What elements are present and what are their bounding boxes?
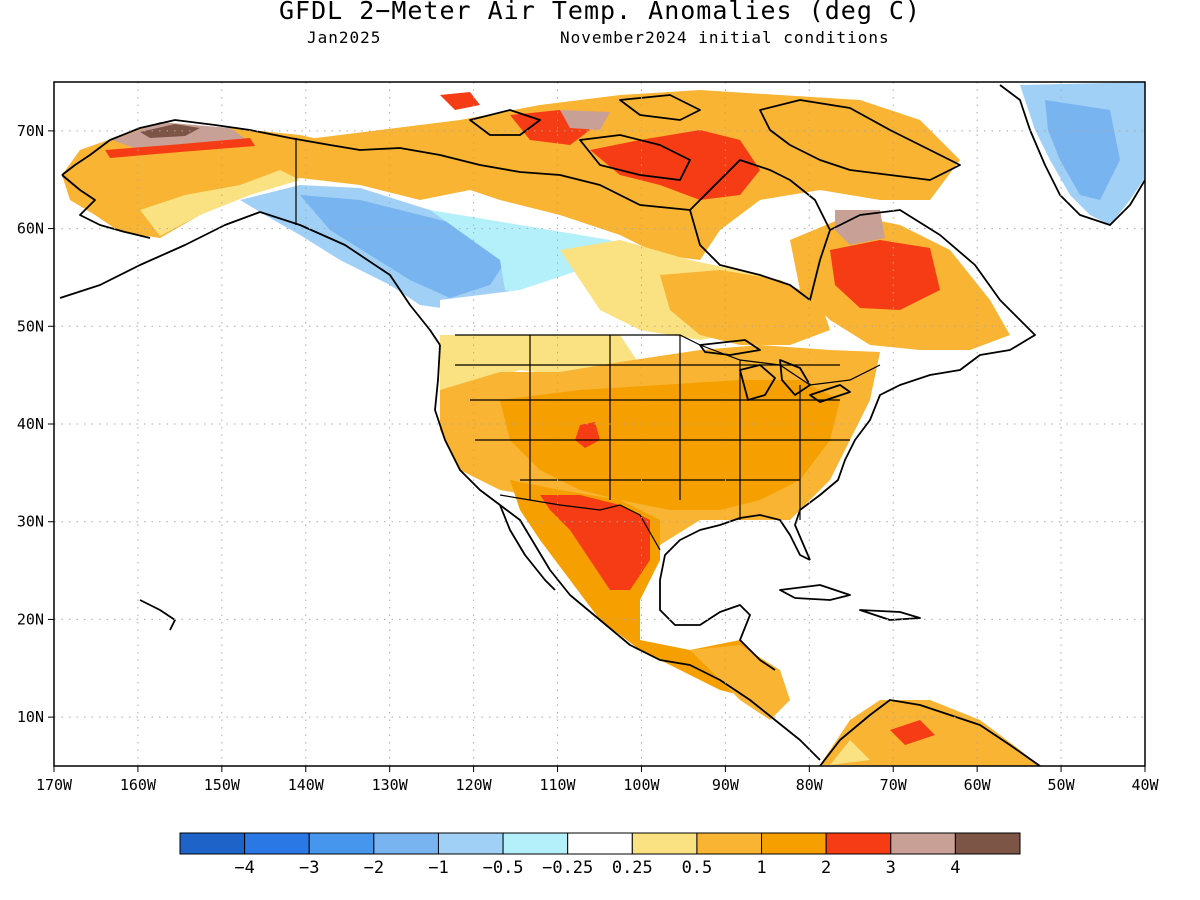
colorbar-label: −1: [428, 858, 448, 878]
anomaly-region-south-america-hot: [890, 720, 935, 745]
colorbar-swatch: [502, 832, 569, 855]
anomaly-region-canada-neutral: [430, 210, 640, 300]
colorbar-swatch: [567, 832, 633, 855]
lat-tick-label: 10N: [17, 708, 44, 726]
initial-conditions: November2024 initial conditions: [560, 28, 890, 47]
anomaly-region-ontario: [660, 270, 830, 345]
anomaly-region-arctic-hot-4: [560, 110, 610, 130]
lon-tick-label: 80W: [796, 776, 824, 794]
colorbar-label: 0.5: [682, 858, 713, 878]
longitude-axis: 170W 160W 150W 140W 130W 120W 110W 100W 90W 80W 70…: [36, 766, 1160, 794]
colorbar-swatch: [179, 832, 246, 855]
anomaly-region-alaska-interior: [140, 170, 300, 236]
anomaly-region-mexico-hot: [540, 495, 650, 590]
colorbar: −4 −3 −2 −1 −0.5 −0.25 0.25 0.5 1 2 3 4: [179, 832, 1021, 878]
valid-month: Jan2025: [307, 28, 382, 47]
lat-tick-label: 40N: [17, 415, 44, 433]
colorbar-label: 4: [950, 858, 960, 878]
colorbar-label: −0.25: [542, 858, 593, 878]
colorbar-label: −4: [234, 858, 254, 878]
colorbar-label: −0.5: [483, 858, 524, 878]
lon-tick-label: 160W: [120, 776, 157, 794]
colorbar-swatch: [954, 832, 1021, 855]
political-boundaries: [295, 138, 881, 551]
lat-tick-label: 30N: [17, 513, 44, 531]
graticule: [54, 82, 1145, 766]
lon-tick-label: 70W: [880, 776, 908, 794]
anomaly-region-greenland-colder: [1045, 100, 1120, 200]
colorbar-swatch: [761, 832, 827, 855]
anomaly-region-south-america-mild: [830, 740, 870, 765]
anomaly-region-arctic-hot-3: [440, 92, 480, 110]
lon-tick-label: 40W: [1131, 776, 1159, 794]
lat-tick-label: 60N: [17, 220, 44, 238]
anomaly-region-baffin: [760, 105, 920, 170]
latitude-axis: 10N 20N 30N 40N 50N 60N 70N: [17, 122, 54, 726]
map-field: [59, 82, 1145, 766]
map-title: GFDL 2−Meter Air Temp. Anomalies (deg C): [278, 0, 922, 25]
lon-tick-label: 100W: [623, 776, 660, 794]
lon-tick-label: 60W: [964, 776, 992, 794]
colorbar-label: −2: [364, 858, 384, 878]
anomaly-region-labrador-hotter: [835, 210, 885, 245]
colorbar-swatch: [244, 832, 310, 855]
lat-tick-label: 70N: [17, 122, 44, 140]
colorbar-swatch: [631, 832, 698, 855]
colorbar-swatch: [308, 832, 375, 855]
colorbar-label: −3: [299, 858, 319, 878]
lon-tick-label: 170W: [36, 776, 73, 794]
lon-tick-label: 110W: [539, 776, 576, 794]
colorbar-label: 2: [821, 858, 831, 878]
lon-tick-label: 140W: [288, 776, 325, 794]
lon-tick-label: 130W: [372, 776, 409, 794]
colorbar-swatch: [696, 832, 763, 855]
anomaly-region-bc-colder: [300, 195, 510, 298]
anomaly-region-us-warmer: [500, 380, 840, 510]
lon-tick-label: 120W: [456, 776, 493, 794]
anomaly-region-colorado-hot: [575, 422, 600, 448]
coastlines: [59, 84, 1145, 766]
lat-tick-label: 20N: [17, 610, 44, 628]
colorbar-label: 3: [886, 858, 896, 878]
colorbar-label: 1: [756, 858, 766, 878]
colorbar-label: 0.25: [612, 858, 653, 878]
lon-tick-label: 50W: [1048, 776, 1076, 794]
lon-tick-label: 90W: [712, 776, 740, 794]
anomaly-region-alaska-coast: [105, 138, 255, 158]
anomaly-region-quebec-hot: [830, 240, 940, 310]
anomaly-region-north-alaska-hotter: [140, 124, 200, 138]
colorbar-swatch: [373, 832, 439, 855]
colorbar-swatch: [890, 832, 956, 855]
colorbar-swatch: [437, 832, 504, 855]
colorbar-swatch: [825, 832, 892, 855]
lon-tick-label: 150W: [204, 776, 241, 794]
lat-tick-label: 50N: [17, 317, 44, 335]
